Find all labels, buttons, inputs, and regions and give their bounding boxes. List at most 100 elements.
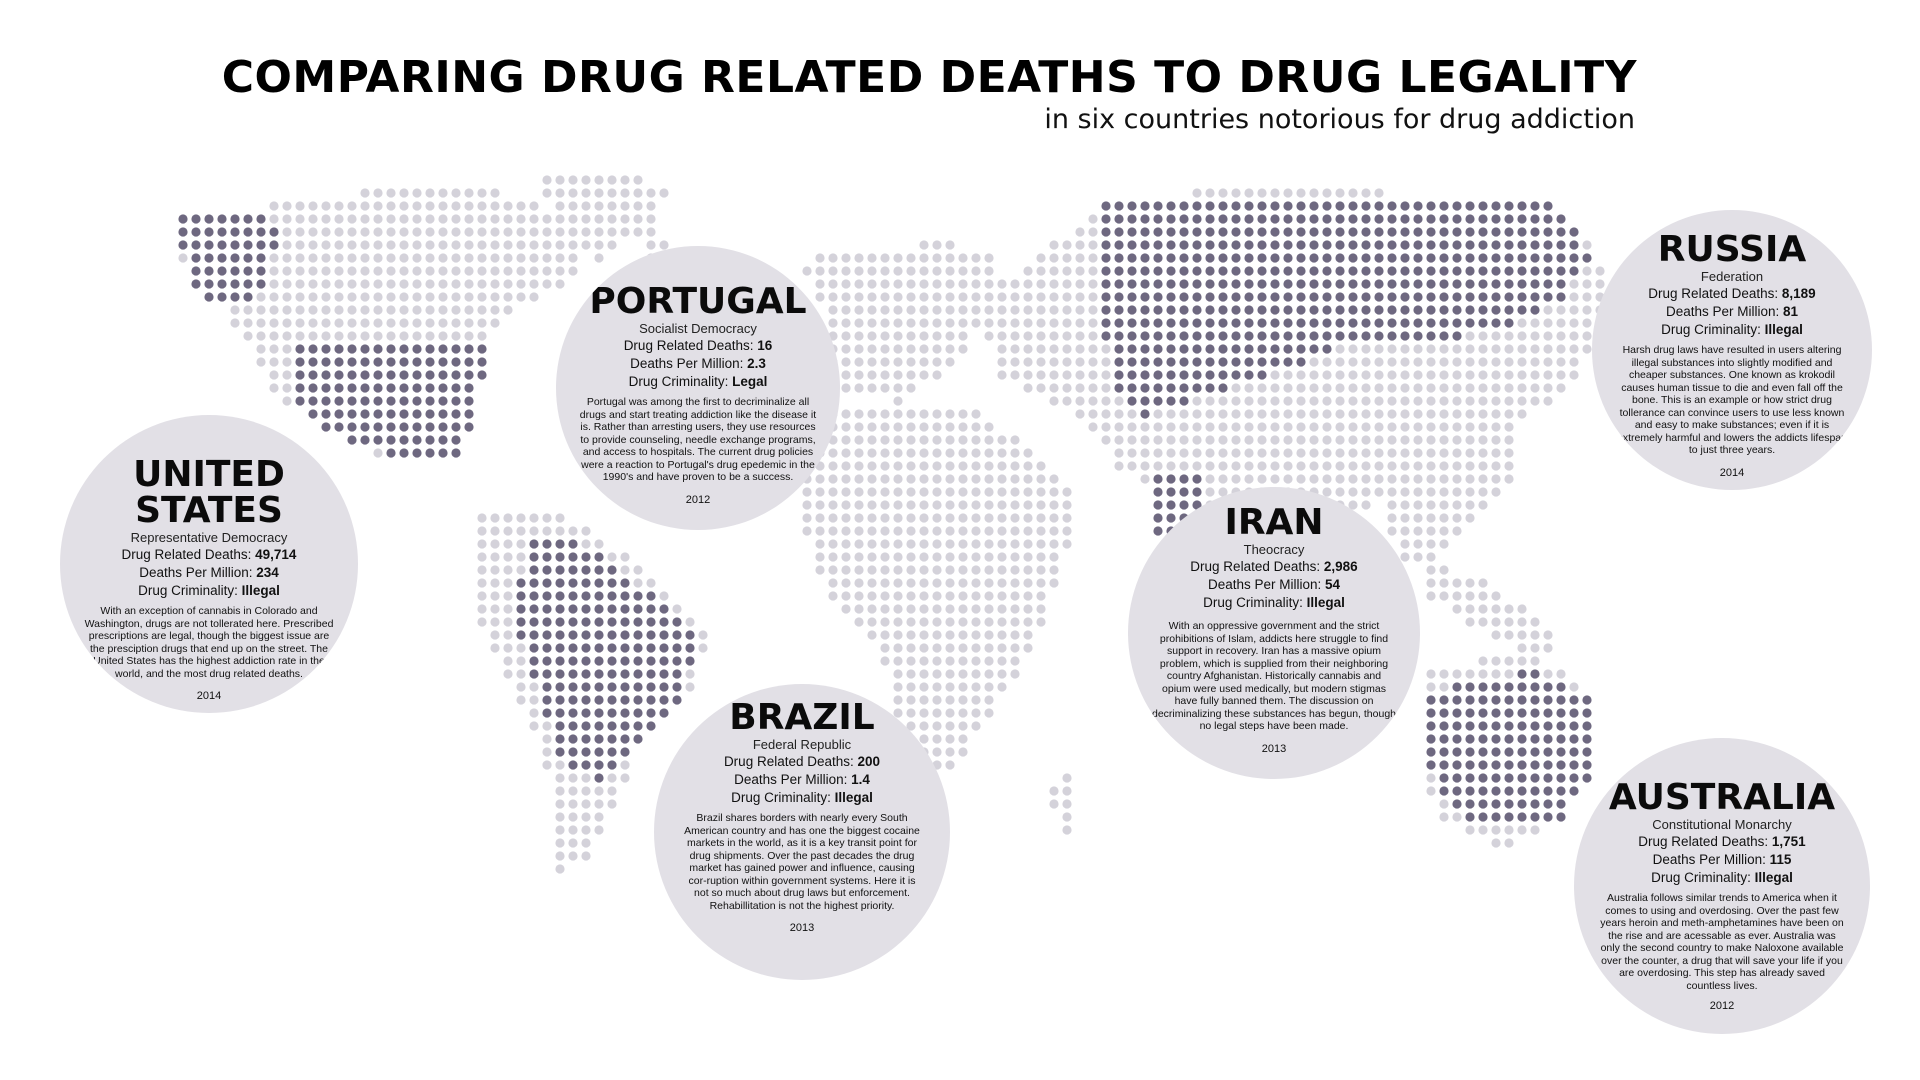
map-dot bbox=[841, 604, 851, 614]
map-dot bbox=[1543, 695, 1553, 705]
map-dot bbox=[217, 266, 227, 276]
map-dot bbox=[919, 721, 929, 731]
map-dot bbox=[230, 279, 240, 289]
map-dot bbox=[1179, 448, 1189, 458]
map-dot bbox=[828, 526, 838, 536]
map-dot bbox=[1426, 578, 1436, 588]
map-dot bbox=[1114, 370, 1124, 380]
map-dot bbox=[516, 539, 526, 549]
map-dot bbox=[1348, 370, 1358, 380]
map-dot bbox=[1231, 214, 1241, 224]
map-dot bbox=[451, 240, 461, 250]
map-dot bbox=[932, 331, 942, 341]
map-dot bbox=[1517, 214, 1527, 224]
map-dot bbox=[529, 240, 539, 250]
map-dot bbox=[1530, 721, 1540, 731]
map-dot bbox=[347, 357, 357, 367]
map-dot bbox=[1101, 214, 1111, 224]
map-dot bbox=[958, 539, 968, 549]
map-dot bbox=[1426, 305, 1436, 315]
map-dot bbox=[1387, 305, 1397, 315]
map-dot bbox=[1244, 409, 1254, 419]
map-dot bbox=[581, 838, 591, 848]
map-dot bbox=[1504, 721, 1514, 731]
map-dot bbox=[1439, 708, 1449, 718]
map-dot bbox=[1361, 435, 1371, 445]
map-dot bbox=[1504, 448, 1514, 458]
map-dot bbox=[880, 500, 890, 510]
map-dot bbox=[659, 656, 669, 666]
map-dot bbox=[1205, 396, 1215, 406]
map-dot bbox=[1491, 344, 1501, 354]
map-dot bbox=[1062, 266, 1072, 276]
map-dot bbox=[1426, 708, 1436, 718]
map-dot bbox=[1452, 513, 1462, 523]
map-dot bbox=[399, 383, 409, 393]
map-dot bbox=[1504, 344, 1514, 354]
map-dot bbox=[867, 253, 877, 263]
map-dot bbox=[607, 708, 617, 718]
map-dot bbox=[893, 422, 903, 432]
map-dot bbox=[984, 591, 994, 601]
map-dot bbox=[1153, 305, 1163, 315]
map-dot bbox=[334, 253, 344, 263]
map-dot bbox=[997, 435, 1007, 445]
map-dot bbox=[1335, 292, 1345, 302]
map-dot bbox=[555, 669, 565, 679]
map-dot bbox=[555, 604, 565, 614]
map-dot bbox=[1530, 695, 1540, 705]
map-dot bbox=[1166, 461, 1176, 471]
map-dot bbox=[1400, 383, 1410, 393]
map-dot bbox=[1270, 331, 1280, 341]
map-dot bbox=[1127, 214, 1137, 224]
map-dot bbox=[1361, 370, 1371, 380]
map-dot bbox=[1465, 799, 1475, 809]
map-dot bbox=[1127, 227, 1137, 237]
map-dot bbox=[1530, 279, 1540, 289]
map-dot bbox=[1491, 331, 1501, 341]
map-dot bbox=[1595, 279, 1605, 289]
map-dot bbox=[581, 539, 591, 549]
map-dot bbox=[464, 396, 474, 406]
map-dot bbox=[1101, 409, 1111, 419]
map-dot bbox=[984, 513, 994, 523]
map-dot bbox=[594, 643, 604, 653]
map-dot bbox=[568, 526, 578, 536]
map-dot bbox=[308, 318, 318, 328]
map-dot bbox=[893, 565, 903, 575]
map-dot bbox=[1517, 370, 1527, 380]
map-dot bbox=[581, 565, 591, 575]
map-dot bbox=[1205, 487, 1215, 497]
country-name: RUSSIA bbox=[1657, 229, 1807, 270]
map-dot bbox=[542, 266, 552, 276]
map-dot bbox=[1335, 409, 1345, 419]
map-dot bbox=[1153, 331, 1163, 341]
map-dot bbox=[1439, 305, 1449, 315]
map-dot bbox=[1439, 799, 1449, 809]
map-dot bbox=[1205, 266, 1215, 276]
map-dot bbox=[1439, 448, 1449, 458]
map-dot bbox=[1244, 474, 1254, 484]
map-dot bbox=[1569, 240, 1579, 250]
map-dot bbox=[1426, 279, 1436, 289]
map-dot bbox=[321, 266, 331, 276]
map-dot bbox=[880, 305, 890, 315]
map-dot bbox=[1426, 396, 1436, 406]
map-dot bbox=[1504, 799, 1514, 809]
map-dot bbox=[906, 591, 916, 601]
map-dot bbox=[1257, 435, 1267, 445]
map-dot bbox=[1491, 266, 1501, 276]
map-dot bbox=[516, 591, 526, 601]
map-dot bbox=[1491, 734, 1501, 744]
map-dot bbox=[1387, 383, 1397, 393]
map-dot bbox=[1478, 435, 1488, 445]
map-dot bbox=[412, 227, 422, 237]
map-dot bbox=[685, 630, 695, 640]
map-dot bbox=[464, 357, 474, 367]
map-dot bbox=[984, 318, 994, 328]
map-dot bbox=[1504, 734, 1514, 744]
map-dot bbox=[958, 305, 968, 315]
map-dot bbox=[984, 617, 994, 627]
map-dot bbox=[1309, 253, 1319, 263]
map-dot bbox=[217, 279, 227, 289]
